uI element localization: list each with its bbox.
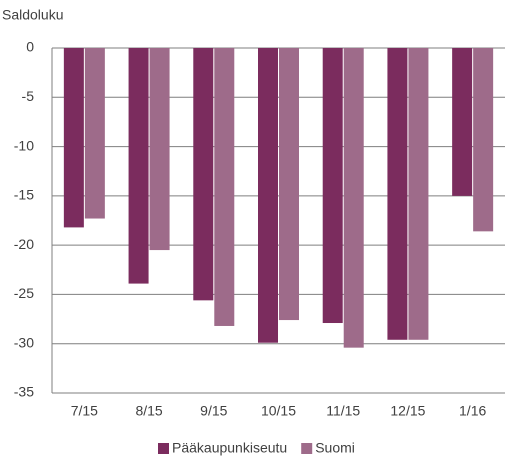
y-tick-label: -5 <box>22 88 35 104</box>
y-tick-label: -10 <box>14 137 34 153</box>
x-tick-label: 11/15 <box>326 403 360 419</box>
bar <box>473 48 494 232</box>
x-tick-label: 1/16 <box>459 403 486 419</box>
legend-swatch <box>158 443 169 454</box>
bar <box>63 48 84 228</box>
bar <box>84 48 105 219</box>
bar <box>258 48 278 343</box>
bar <box>128 48 149 284</box>
bar <box>408 48 429 340</box>
x-tick-label: 9/15 <box>200 403 227 419</box>
bar <box>193 48 214 301</box>
y-tick-label: -25 <box>14 285 34 301</box>
y-tick-label: -15 <box>14 187 34 203</box>
y-tick-label: -35 <box>14 384 34 400</box>
legend-label: Suomi <box>315 440 355 456</box>
legend-swatch <box>301 443 313 454</box>
y-tick-label: -20 <box>14 236 34 252</box>
bar <box>343 48 364 348</box>
bar <box>322 48 343 324</box>
y-tick-label: -30 <box>14 334 34 350</box>
x-tick-label: 7/15 <box>71 403 98 419</box>
x-tick-label: 12/15 <box>390 403 425 419</box>
bar <box>149 48 170 251</box>
bar <box>452 48 473 196</box>
bar <box>387 48 408 340</box>
bar <box>214 48 235 326</box>
y-tick-label: 0 <box>26 39 34 55</box>
x-tick-label: 10/15 <box>261 403 296 419</box>
y-axis-label: Saldoluku <box>2 7 64 23</box>
bar <box>279 48 299 321</box>
legend-label: Pääkaupunkiseutu <box>172 440 287 456</box>
x-tick-label: 8/15 <box>135 403 162 419</box>
